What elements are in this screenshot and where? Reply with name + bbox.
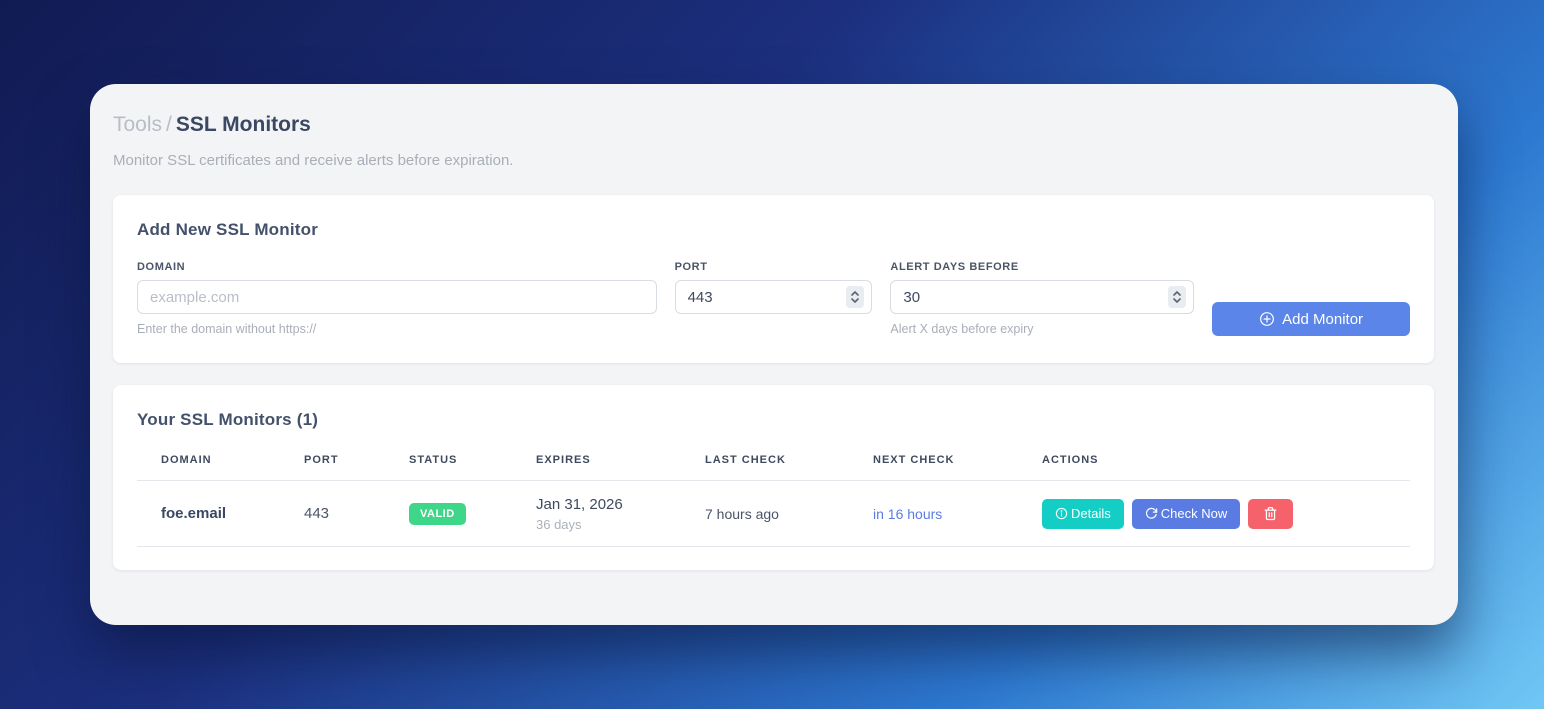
monitor-expires-date: Jan 31, 2026 [536, 495, 623, 513]
breadcrumb: Tools / SSL Monitors [113, 112, 1434, 137]
page-subtitle: Monitor SSL certificates and receive ale… [113, 152, 514, 170]
column-header-next-check: NEXT CHECK [849, 454, 1018, 482]
column-header-port: PORT [280, 454, 385, 482]
chevron-up-down-icon [851, 291, 860, 303]
breadcrumb-tools-link[interactable]: Tools [113, 113, 163, 136]
breadcrumb-separator: / [166, 113, 172, 136]
check-now-button[interactable]: Check Now [1131, 498, 1241, 529]
table-header-row: DOMAIN PORT STATUS EXPIRES LAST CHECK NE… [137, 454, 1410, 482]
domain-label: DOMAIN [137, 261, 186, 274]
monitor-domain: foe.email [137, 480, 280, 548]
column-header-domain: DOMAIN [137, 454, 280, 482]
port-label: PORT [674, 261, 708, 274]
delete-button[interactable] [1248, 498, 1294, 529]
table-row: foe.email 443 VALID Jan 31, 2026 36 days… [137, 480, 1410, 548]
column-header-status: STATUS [385, 454, 512, 482]
add-monitor-button[interactable]: Add Monitor [1212, 302, 1411, 337]
info-icon [1055, 508, 1068, 520]
port-input[interactable] [674, 280, 873, 315]
add-monitor-form: DOMAIN Enter the domain without https://… [137, 261, 1411, 337]
check-now-button-label: Check Now [1160, 506, 1228, 522]
add-monitor-button-label: Add Monitor [1282, 310, 1364, 328]
refresh-icon [1145, 508, 1157, 519]
monitors-list-panel: Your SSL Monitors (1) DOMAIN PORT STATUS… [113, 385, 1434, 571]
alert-days-field-group: ALERT DAYS BEFORE Alert X days before ex… [890, 261, 1195, 337]
status-badge: VALID [409, 502, 466, 525]
ssl-monitors-page: Tools / SSL Monitors Monitor SSL certifica… [90, 84, 1458, 625]
alert-days-helper-text: Alert X days before expiry [890, 322, 1034, 337]
monitors-list-title: Your SSL Monitors (1) [137, 410, 319, 430]
monitor-port: 443 [280, 480, 385, 548]
plus-circle-icon [1260, 312, 1275, 327]
column-header-expires: EXPIRES [512, 454, 681, 482]
chevron-up-down-icon [1173, 291, 1181, 303]
details-button[interactable]: Details [1042, 498, 1124, 529]
domain-helper-text: Enter the domain without https:// [137, 322, 317, 337]
domain-field-group: DOMAIN Enter the domain without https:// [137, 261, 657, 336]
monitor-expires-days: 36 days [536, 516, 582, 532]
row-actions: Details Check Now [1042, 498, 1410, 529]
trash-icon [1264, 507, 1277, 521]
add-monitor-title: Add New SSL Monitor [137, 220, 319, 240]
monitors-table: DOMAIN PORT STATUS EXPIRES LAST CHECK NE… [137, 454, 1410, 548]
column-header-last-check: LAST CHECK [681, 454, 849, 482]
monitor-next-check: in 16 hours [849, 480, 1018, 548]
alert-days-label: ALERT DAYS BEFORE [890, 261, 1019, 274]
domain-input[interactable] [137, 280, 657, 315]
page-title: SSL Monitors [175, 113, 311, 136]
alert-days-input[interactable] [890, 280, 1195, 315]
port-stepper[interactable] [846, 286, 865, 309]
column-header-actions: ACTIONS [1018, 454, 1410, 482]
add-monitor-panel: Add New SSL Monitor DOMAIN Enter the dom… [113, 195, 1434, 364]
alert-days-stepper[interactable] [1168, 286, 1187, 309]
details-button-label: Details [1071, 506, 1111, 522]
port-field-group: PORT [674, 261, 873, 315]
monitor-last-check: 7 hours ago [681, 480, 849, 548]
